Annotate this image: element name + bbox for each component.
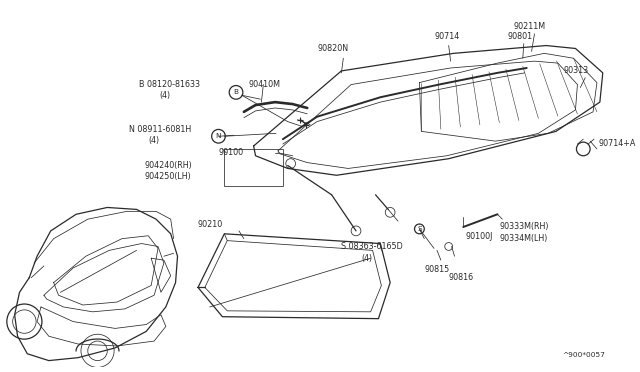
Text: 904240(RH): 904240(RH) [145,161,192,170]
Text: 904250(LH): 904250(LH) [145,172,191,181]
Text: N 08911-6081H: N 08911-6081H [129,125,191,134]
Text: 90815: 90815 [424,265,449,275]
Text: 90714+A: 90714+A [599,139,636,148]
Text: N: N [216,133,221,139]
Text: 90210: 90210 [197,219,222,228]
Text: 90313: 90313 [564,67,589,76]
Text: 90410M: 90410M [249,80,281,89]
Text: (4): (4) [148,136,159,145]
Text: 90816: 90816 [449,273,474,282]
Text: 90100J: 90100J [465,232,493,241]
Text: 90714: 90714 [434,32,460,41]
Text: (4): (4) [159,91,170,100]
Text: B: B [234,89,239,95]
Text: 90820N: 90820N [318,44,349,53]
Text: 90100: 90100 [218,148,244,157]
Text: S 08363-6165D: S 08363-6165D [341,242,403,251]
Text: 90333M(RH): 90333M(RH) [499,222,549,231]
Bar [225,149,283,186]
Text: (4): (4) [361,254,372,263]
Text: 90211M: 90211M [513,22,545,31]
Text: ^900*0057: ^900*0057 [562,352,605,357]
Text: 90334M(LH): 90334M(LH) [499,234,548,243]
Text: 90801: 90801 [507,32,532,41]
Text: S: S [417,226,422,232]
Text: B 08120-81633: B 08120-81633 [140,80,200,89]
